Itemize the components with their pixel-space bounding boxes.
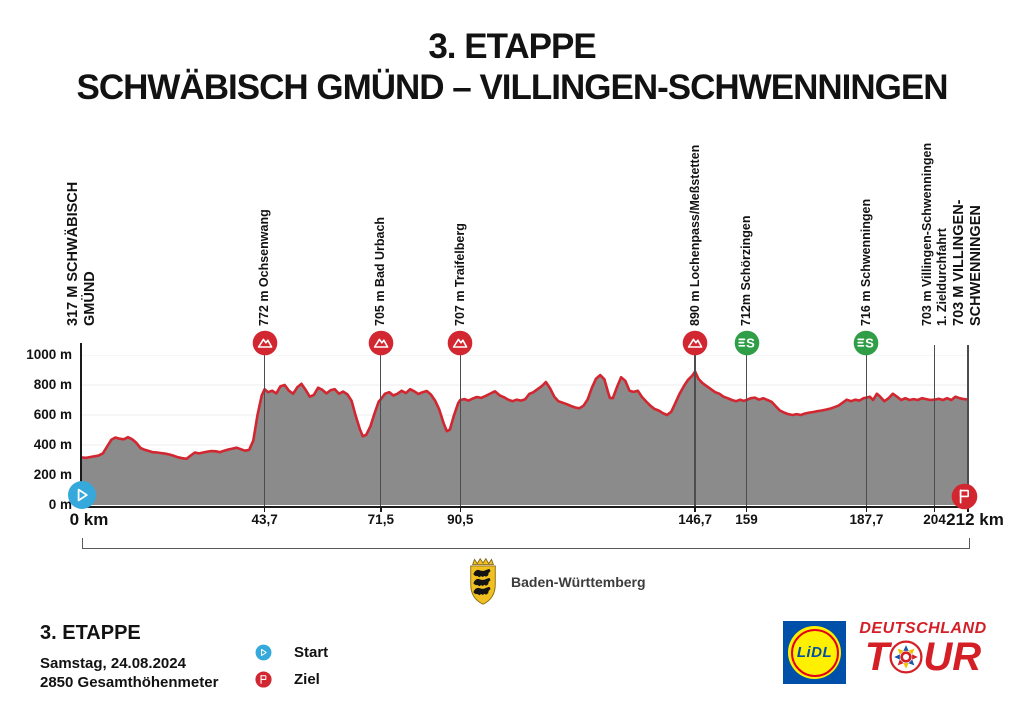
x-tick-label: 90,5 xyxy=(447,512,474,527)
x-axis-tick xyxy=(264,507,266,512)
x-axis-tick xyxy=(745,507,748,512)
finish-marker xyxy=(951,483,978,515)
x-tick-label: 204 xyxy=(923,512,946,527)
legend-start-row: Start xyxy=(255,644,328,661)
stage-title: 3. ETAPPE SCHWÄBISCH GMÜND – VILLINGEN-S… xyxy=(0,26,1024,108)
baden-wuerttemberg-coat-of-arms xyxy=(470,557,496,605)
lidl-logo-text: LiDL xyxy=(796,644,833,661)
start-legend-icon xyxy=(255,644,272,661)
y-axis-label: 800 m xyxy=(33,377,72,392)
waypoint-label: 716 m Schwenningen xyxy=(858,198,873,326)
x-axis-tick xyxy=(933,507,936,512)
waypoint-label: 703 M VILLINGEN- SCHWENNINGEN xyxy=(951,199,984,327)
sprint-marker: S xyxy=(853,330,879,356)
start-icon xyxy=(255,644,272,661)
stage-title-line1: 3. ETAPPE xyxy=(428,27,596,66)
stage-info-title: 3. ETAPPE xyxy=(40,622,141,644)
x-axis-tick xyxy=(967,507,969,512)
x-tick-label: 146,7 xyxy=(678,512,712,527)
elevation-profile-svg xyxy=(82,355,968,505)
tour-wheel-icon xyxy=(889,640,923,674)
legend-ziel-label: Ziel xyxy=(294,671,320,688)
tour-logo-wordmark-bottom: T UR xyxy=(850,636,996,678)
y-axis-label: 1000 m xyxy=(26,347,72,362)
y-axis-label: 600 m xyxy=(33,407,72,422)
finish-flag-icon xyxy=(951,483,978,510)
ziel-legend-icon xyxy=(255,671,272,688)
waypoint-line xyxy=(694,345,696,506)
waypoint-line xyxy=(865,345,868,506)
legend-start-label: Start xyxy=(294,644,329,661)
stage-info-elevation-gain: 2850 Gesamthöhenmeter xyxy=(40,674,219,691)
waypoint-label: 317 M SCHWÄBISCH GMÜND xyxy=(65,181,98,326)
x-axis-line xyxy=(80,506,970,508)
waypoint-line xyxy=(459,345,461,506)
region-badge-label: Baden-Württemberg xyxy=(511,573,646,590)
stage-title-line2: SCHWÄBISCH GMÜND – VILLINGEN-SCHWENNINGE… xyxy=(76,68,949,107)
y-axis-line xyxy=(80,343,82,508)
waypoint-label: 703 m Villingen-Schwenningen 1. Zieldurc… xyxy=(919,142,949,326)
x-tick-label: 187,7 xyxy=(849,512,884,527)
x-axis-tick xyxy=(694,507,696,512)
tour-logo-ur: UR xyxy=(923,635,982,679)
stage-info: 3. ETAPPE Samstag, 24.08.2024 2850 Gesam… xyxy=(40,622,218,692)
start-icon xyxy=(68,481,96,509)
waypoint-label: 890 m Lochenpass/Meßstetten xyxy=(687,144,702,326)
svg-text:S: S xyxy=(866,336,875,351)
lidl-logo-ring: LiDL xyxy=(790,628,839,677)
deutschland-tour-logo: DEUTSCHLAND T UR xyxy=(850,620,996,678)
tour-logo-wordmark-top: DEUTSCHLAND xyxy=(859,620,987,637)
y-axis-label: 200 m xyxy=(33,467,72,482)
y-axis-label: 0 m xyxy=(48,497,72,512)
svg-text:S: S xyxy=(746,336,755,351)
legend: Start Ziel xyxy=(255,644,328,688)
waypoint-line xyxy=(967,345,969,506)
profile-area xyxy=(82,371,968,505)
x-tick-label: 0 km xyxy=(69,510,109,529)
waypoint-line xyxy=(933,345,936,506)
stage-info-date: Samstag, 24.08.2024 xyxy=(40,655,186,672)
climb-icon xyxy=(252,330,277,356)
x-tick-label: 43,7 xyxy=(251,512,278,527)
legend-ziel-row: Ziel xyxy=(255,671,328,688)
waypoint-label: 772 m Ochsenwang xyxy=(257,209,272,326)
profile-line xyxy=(82,370,968,461)
lidl-logo-circle: LiDL xyxy=(788,626,841,679)
climb-marker xyxy=(682,330,708,356)
waypoint-label: 707 m Traifelberg xyxy=(452,223,467,326)
lidl-logo: LiDL xyxy=(783,621,846,684)
distance-bracket xyxy=(82,538,970,549)
sprint-marker: S xyxy=(734,330,760,356)
x-axis-tick xyxy=(380,507,382,512)
x-axis-tick xyxy=(865,507,868,512)
waypoint-label: 705 m Bad Urbach xyxy=(373,216,388,326)
waypoint-label: 712m Schörzingen xyxy=(739,215,753,326)
sprint-icon: S xyxy=(734,330,759,356)
region-badge: Baden-Württemberg xyxy=(464,556,646,607)
tour-logo-t: T xyxy=(864,635,890,679)
sprint-icon: S xyxy=(854,330,879,356)
x-tick-label: 212 km xyxy=(946,510,1004,529)
climb-icon xyxy=(368,330,394,356)
climb-marker xyxy=(447,330,473,356)
y-axis-label: 400 m xyxy=(33,437,72,452)
waypoint-line xyxy=(745,345,748,506)
x-tick-label: 71,5 xyxy=(367,512,394,527)
climb-marker xyxy=(368,330,394,356)
x-axis-tick xyxy=(459,507,461,512)
finish-flag-icon xyxy=(255,671,272,688)
climb-icon xyxy=(447,330,473,356)
climb-marker xyxy=(252,330,278,356)
climb-icon xyxy=(682,330,708,356)
waypoint-line xyxy=(264,345,266,506)
waypoint-line xyxy=(380,345,382,506)
start-marker xyxy=(67,480,97,515)
x-tick-label: 159 xyxy=(735,512,758,527)
